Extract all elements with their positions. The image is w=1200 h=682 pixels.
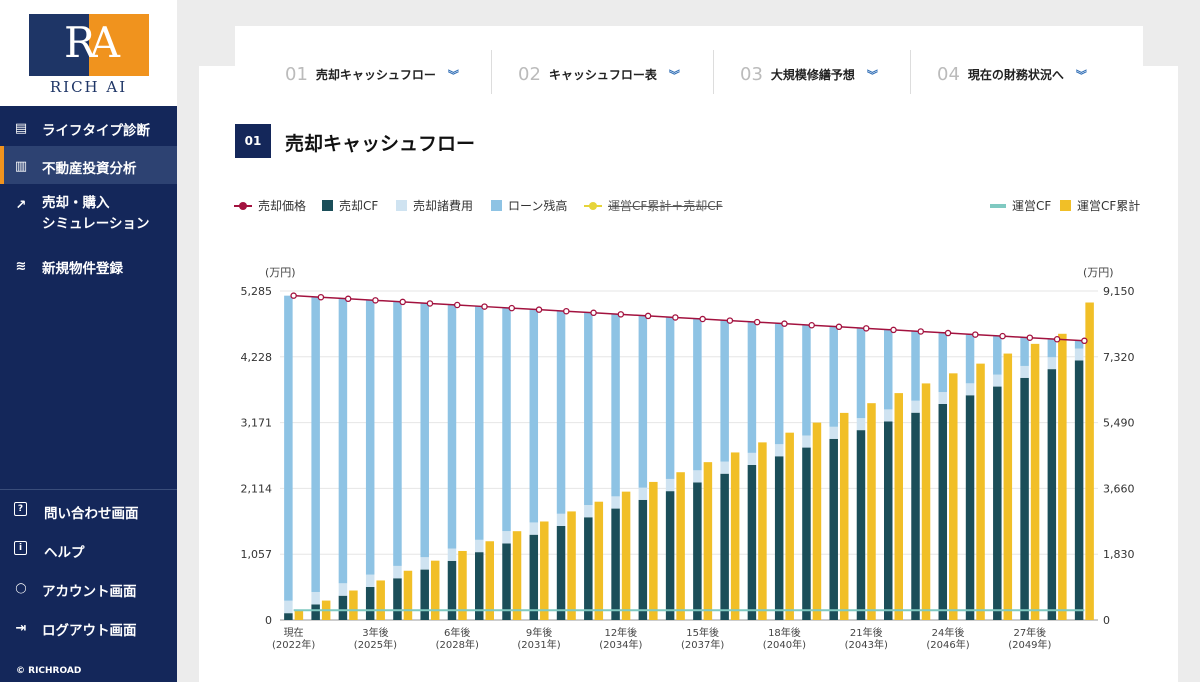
tab-label: 大規模修繕予想 (770, 68, 855, 82)
legend-label: 売却CF (339, 199, 379, 213)
sidebar-item-investment-analysis[interactable]: ▥ 不動産投資分析 (0, 146, 177, 184)
tab-number: 03 (740, 64, 763, 85)
sidebar-item-account[interactable]: ◯ アカウント画面 (0, 570, 177, 606)
sidebar-item-label-line2: シミュレーション (42, 216, 150, 232)
chevron-down-icon: ︾ (1075, 68, 1087, 82)
legend-sale-costs[interactable]: 売却諸費用 (396, 197, 473, 214)
legend-line-symbol (990, 203, 1006, 208)
legend-label: 運営CF累計 (1077, 199, 1141, 213)
sidebar-item-contact[interactable]: ? 問い合わせ画面 (0, 492, 177, 528)
sidebar-item-lifetype[interactable]: ▤ ライフタイプ診断 (0, 108, 177, 146)
legend-op-cf-cumulative[interactable]: 運営CF累計 (1060, 197, 1140, 214)
section-tabbar: 01 売却キャッシュフロー ︾ 02 キャッシュフロー表 ︾ 03 大規模修繕予… (235, 26, 1143, 122)
legend-cum-plus-sale[interactable]: 運営CF累計＋売却CF (584, 197, 723, 214)
logo-mark: RA (64, 18, 120, 67)
sidebar-item-simulation[interactable]: ↗ 売却・購入 シミュレーション (0, 186, 177, 244)
user-icon: ◯ (15, 583, 27, 594)
legend-swatch (491, 200, 502, 211)
logout-icon: ⇥ (15, 620, 27, 636)
legend-sale-price[interactable]: 売却価格 (234, 197, 306, 214)
legend-line-dot-symbol (234, 200, 252, 212)
info-icon: i (14, 541, 27, 555)
tab-sale-cashflow[interactable]: 01 売却キャッシュフロー ︾ (285, 64, 459, 85)
legend-loan-balance[interactable]: ローン残高 (491, 197, 567, 214)
sidebar-item-label: 売却・購入 (42, 195, 110, 211)
legend-label: ローン残高 (508, 199, 568, 213)
legend-swatch (1060, 200, 1071, 211)
sidebar-item-logout[interactable]: ⇥ ログアウト画面 (0, 609, 177, 645)
line-chart-icon: ↗ (15, 197, 27, 213)
chevron-down-icon: ︾ (447, 68, 459, 82)
legend-line-dot-symbol (584, 200, 602, 212)
clipboard-icon: ▤ (14, 120, 28, 136)
tab-financial-status[interactable]: 04 現在の財務状況へ ︾ (937, 64, 1087, 85)
sidebar-item-label: 不動産投資分析 (42, 161, 137, 177)
tab-divider (491, 50, 492, 94)
main-panel (199, 66, 1178, 682)
tab-major-repairs[interactable]: 03 大規模修繕予想 ︾ (740, 64, 878, 85)
legend-label: 売却諸費用 (413, 199, 474, 213)
bar-chart-icon: ▥ (14, 158, 28, 174)
tab-number: 04 (937, 64, 960, 85)
chevron-down-icon: ︾ (866, 68, 878, 82)
nav-divider (0, 489, 177, 490)
section-number-badge: 01 (235, 124, 271, 158)
tab-divider (713, 50, 714, 94)
sidebar-item-help[interactable]: i ヘルプ (0, 531, 177, 567)
legend-swatch (322, 200, 333, 211)
sidebar-item-label: アカウント画面 (42, 584, 137, 600)
layers-icon: ≋ (15, 258, 27, 274)
sidebar-item-label: 新規物件登録 (42, 261, 123, 277)
tab-divider (910, 50, 911, 94)
question-icon: ? (14, 502, 27, 516)
legend-sale-cf[interactable]: 売却CF (322, 197, 378, 214)
tab-label: 現在の財務状況へ (967, 68, 1064, 82)
legend-label: 売却価格 (258, 199, 307, 213)
tab-number: 01 (285, 64, 308, 85)
tab-cashflow-table[interactable]: 02 キャッシュフロー表 ︾ (518, 64, 680, 85)
sidebar-item-label: ヘルプ (44, 545, 85, 561)
legend-label: 運営CF (1012, 199, 1052, 213)
legend-op-cf[interactable]: 運営CF (990, 197, 1051, 214)
logo-area[interactable]: RA RICH AI (0, 0, 177, 106)
legend-label: 運営CF累計＋売却CF (608, 199, 723, 213)
legend-swatch (396, 200, 407, 211)
tab-number: 02 (518, 64, 541, 85)
logo: RA (29, 14, 149, 76)
tab-label: キャッシュフロー表 (548, 68, 657, 82)
chevron-down-icon: ︾ (668, 68, 680, 82)
section-title: 売却キャッシュフロー (285, 133, 476, 155)
sidebar-item-new-property[interactable]: ≋ 新規物件登録 (0, 246, 177, 284)
brand-name: RICH AI (49, 78, 128, 96)
sidebar-item-label: ライフタイプ診断 (42, 123, 150, 139)
sidebar-item-label: 問い合わせ画面 (44, 506, 139, 522)
sidebar: RA RICH AI ▤ ライフタイプ診断 ▥ 不動産投資分析 ↗ 売却・購入 … (0, 0, 177, 682)
copyright: © RICHROAD (16, 666, 82, 676)
sidebar-item-label: ログアウト画面 (42, 623, 137, 639)
tab-label: 売却キャッシュフロー (315, 68, 436, 82)
